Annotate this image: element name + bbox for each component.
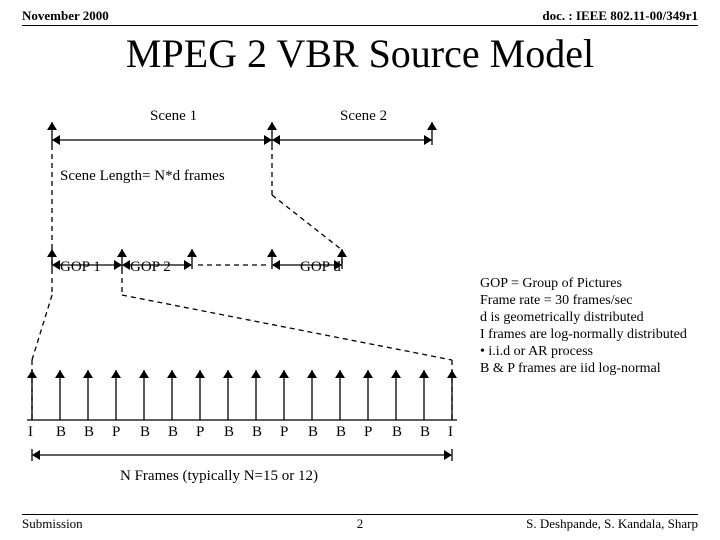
svg-text:P: P: [112, 424, 120, 440]
svg-text:P: P: [196, 424, 204, 440]
svg-text:B: B: [252, 424, 262, 440]
svg-text:B: B: [308, 424, 318, 440]
svg-text:B: B: [392, 424, 402, 440]
svg-text:P: P: [280, 424, 288, 440]
svg-text:P: P: [364, 424, 372, 440]
svg-text:B: B: [56, 424, 66, 440]
nframes-label: N Frames (typically N=15 or 12): [120, 468, 318, 485]
svg-text:B: B: [140, 424, 150, 440]
header-doc: doc. : IEEE 802.11-00/349r1: [542, 8, 698, 24]
page-title: MPEG 2 VBR Source Model: [0, 30, 720, 77]
svg-text:B: B: [336, 424, 346, 440]
header-date: November 2000: [22, 8, 109, 24]
footer-rule: [22, 514, 698, 515]
svg-text:I: I: [448, 424, 453, 440]
header-rule: [22, 25, 698, 26]
svg-text:I: I: [28, 424, 33, 440]
svg-text:B: B: [168, 424, 178, 440]
footer-right: S. Deshpande, S. Kandala, Sharp: [526, 516, 698, 532]
svg-text:B: B: [224, 424, 234, 440]
svg-text:B: B: [84, 424, 94, 440]
diagram-svg: IBBPBBPBBPBBPBBI: [22, 85, 698, 495]
svg-text:B: B: [420, 424, 430, 440]
